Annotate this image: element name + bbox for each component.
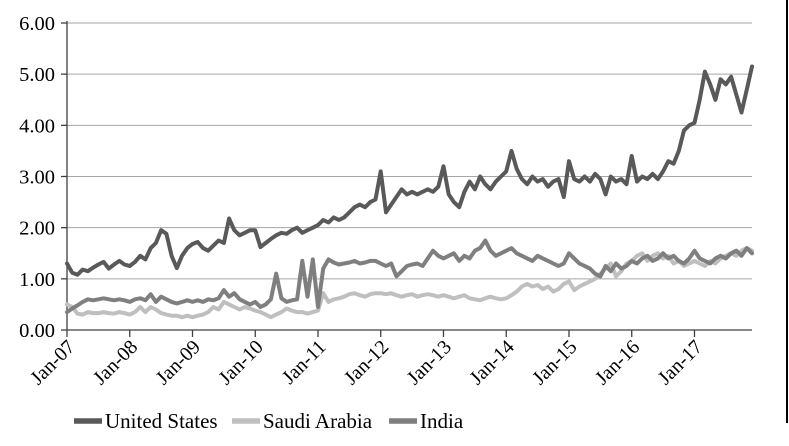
- y-axis-label: 1.00: [19, 269, 55, 291]
- series-line-saudi-arabia: [65, 246, 754, 320]
- x-axis-label: Jan-14: [466, 336, 519, 389]
- x-axis-label: Jan-08: [89, 336, 142, 389]
- page-border-line: [786, 0, 788, 423]
- x-axis-label: Jan-09: [152, 336, 205, 389]
- y-axis-label: 5.00: [19, 64, 55, 86]
- y-axis-label: 6.00: [19, 13, 55, 35]
- y-axis-label: 3.00: [19, 167, 55, 189]
- x-axis-label: Jan-16: [591, 336, 644, 389]
- y-axis-label: 4.00: [19, 115, 55, 137]
- legend-label-india: India: [420, 409, 464, 433]
- legend-label-united-states: United States: [105, 409, 218, 433]
- x-axis-label: Jan-11: [278, 336, 331, 389]
- legend-label-saudi-arabia: Saudi Arabia: [263, 409, 373, 433]
- x-axis-label: Jan-12: [340, 336, 393, 389]
- series-line-india: [65, 238, 754, 315]
- x-axis-label: Jan-07: [26, 336, 79, 389]
- y-axis-label: 0.00: [19, 320, 55, 342]
- x-axis-label: Jan-10: [215, 336, 268, 389]
- x-axis-label: Jan-13: [403, 336, 456, 389]
- x-axis-label: Jan-15: [528, 336, 581, 389]
- y-axis-label: 2.00: [19, 218, 55, 240]
- x-axis-label: Jan-17: [654, 336, 707, 389]
- series-line-united-states: [65, 64, 754, 277]
